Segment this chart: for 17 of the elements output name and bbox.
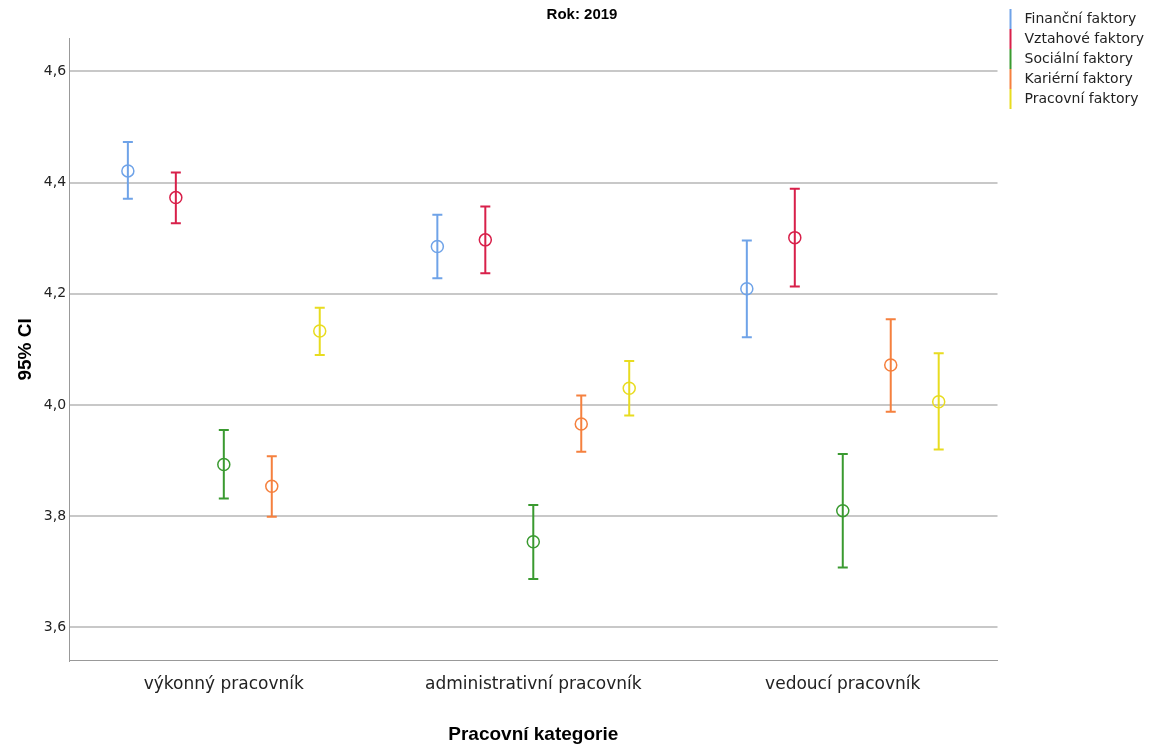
legend-label: Kariérní faktory	[1024, 69, 1133, 86]
x-tick-label: výkonný pracovník	[143, 673, 305, 694]
chart-title: Rok: 2019	[546, 5, 618, 23]
y-tick-label: 4,4	[43, 173, 67, 190]
y-axis-title: 95% CI	[13, 318, 35, 381]
legend-label: Vztahové faktory	[1024, 29, 1145, 46]
y-tick-label: 4,2	[43, 284, 67, 301]
x-tick-label: administrativní pracovník	[424, 673, 642, 694]
x-tick-label: vedoucí pracovník	[765, 673, 921, 694]
x-axis-title: Pracovní kategorie	[448, 722, 619, 744]
y-tick-label: 4,6	[43, 62, 67, 78]
y-tick-label: 4,0	[43, 395, 67, 412]
legend-label: Sociální faktory	[1024, 49, 1133, 66]
y-tick-label: 3,6	[43, 618, 67, 635]
y-tick-label: 3,8	[43, 506, 67, 523]
legend-label: Pracovní faktory	[1024, 89, 1139, 106]
legend-label: Finanční faktory	[1024, 9, 1137, 26]
